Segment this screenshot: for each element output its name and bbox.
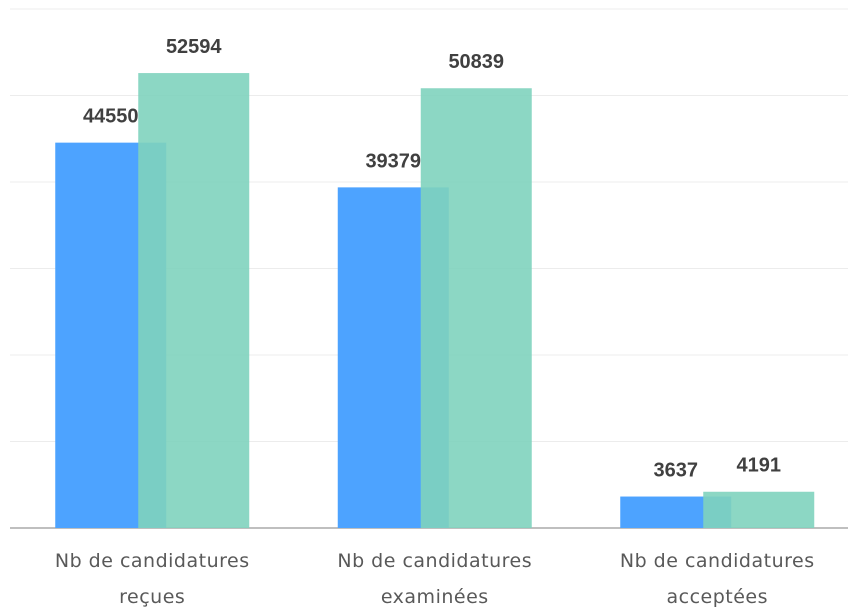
data-label: 39379: [365, 150, 421, 172]
data-label: 44550: [83, 106, 139, 128]
bar: [420, 88, 532, 529]
x-tick-label: Nb de candidatures examinées: [337, 550, 533, 608]
data-label: 3637: [654, 460, 699, 482]
bar: [138, 73, 250, 529]
data-label: 50839: [448, 51, 504, 73]
x-tick-label: Nb de candidatures acceptées: [619, 550, 815, 608]
data-label: 4191: [737, 455, 782, 477]
data-label: 52594: [166, 36, 222, 58]
bar: [703, 491, 815, 528]
x-tick-label: Nb de candidatures reçues: [54, 550, 250, 608]
